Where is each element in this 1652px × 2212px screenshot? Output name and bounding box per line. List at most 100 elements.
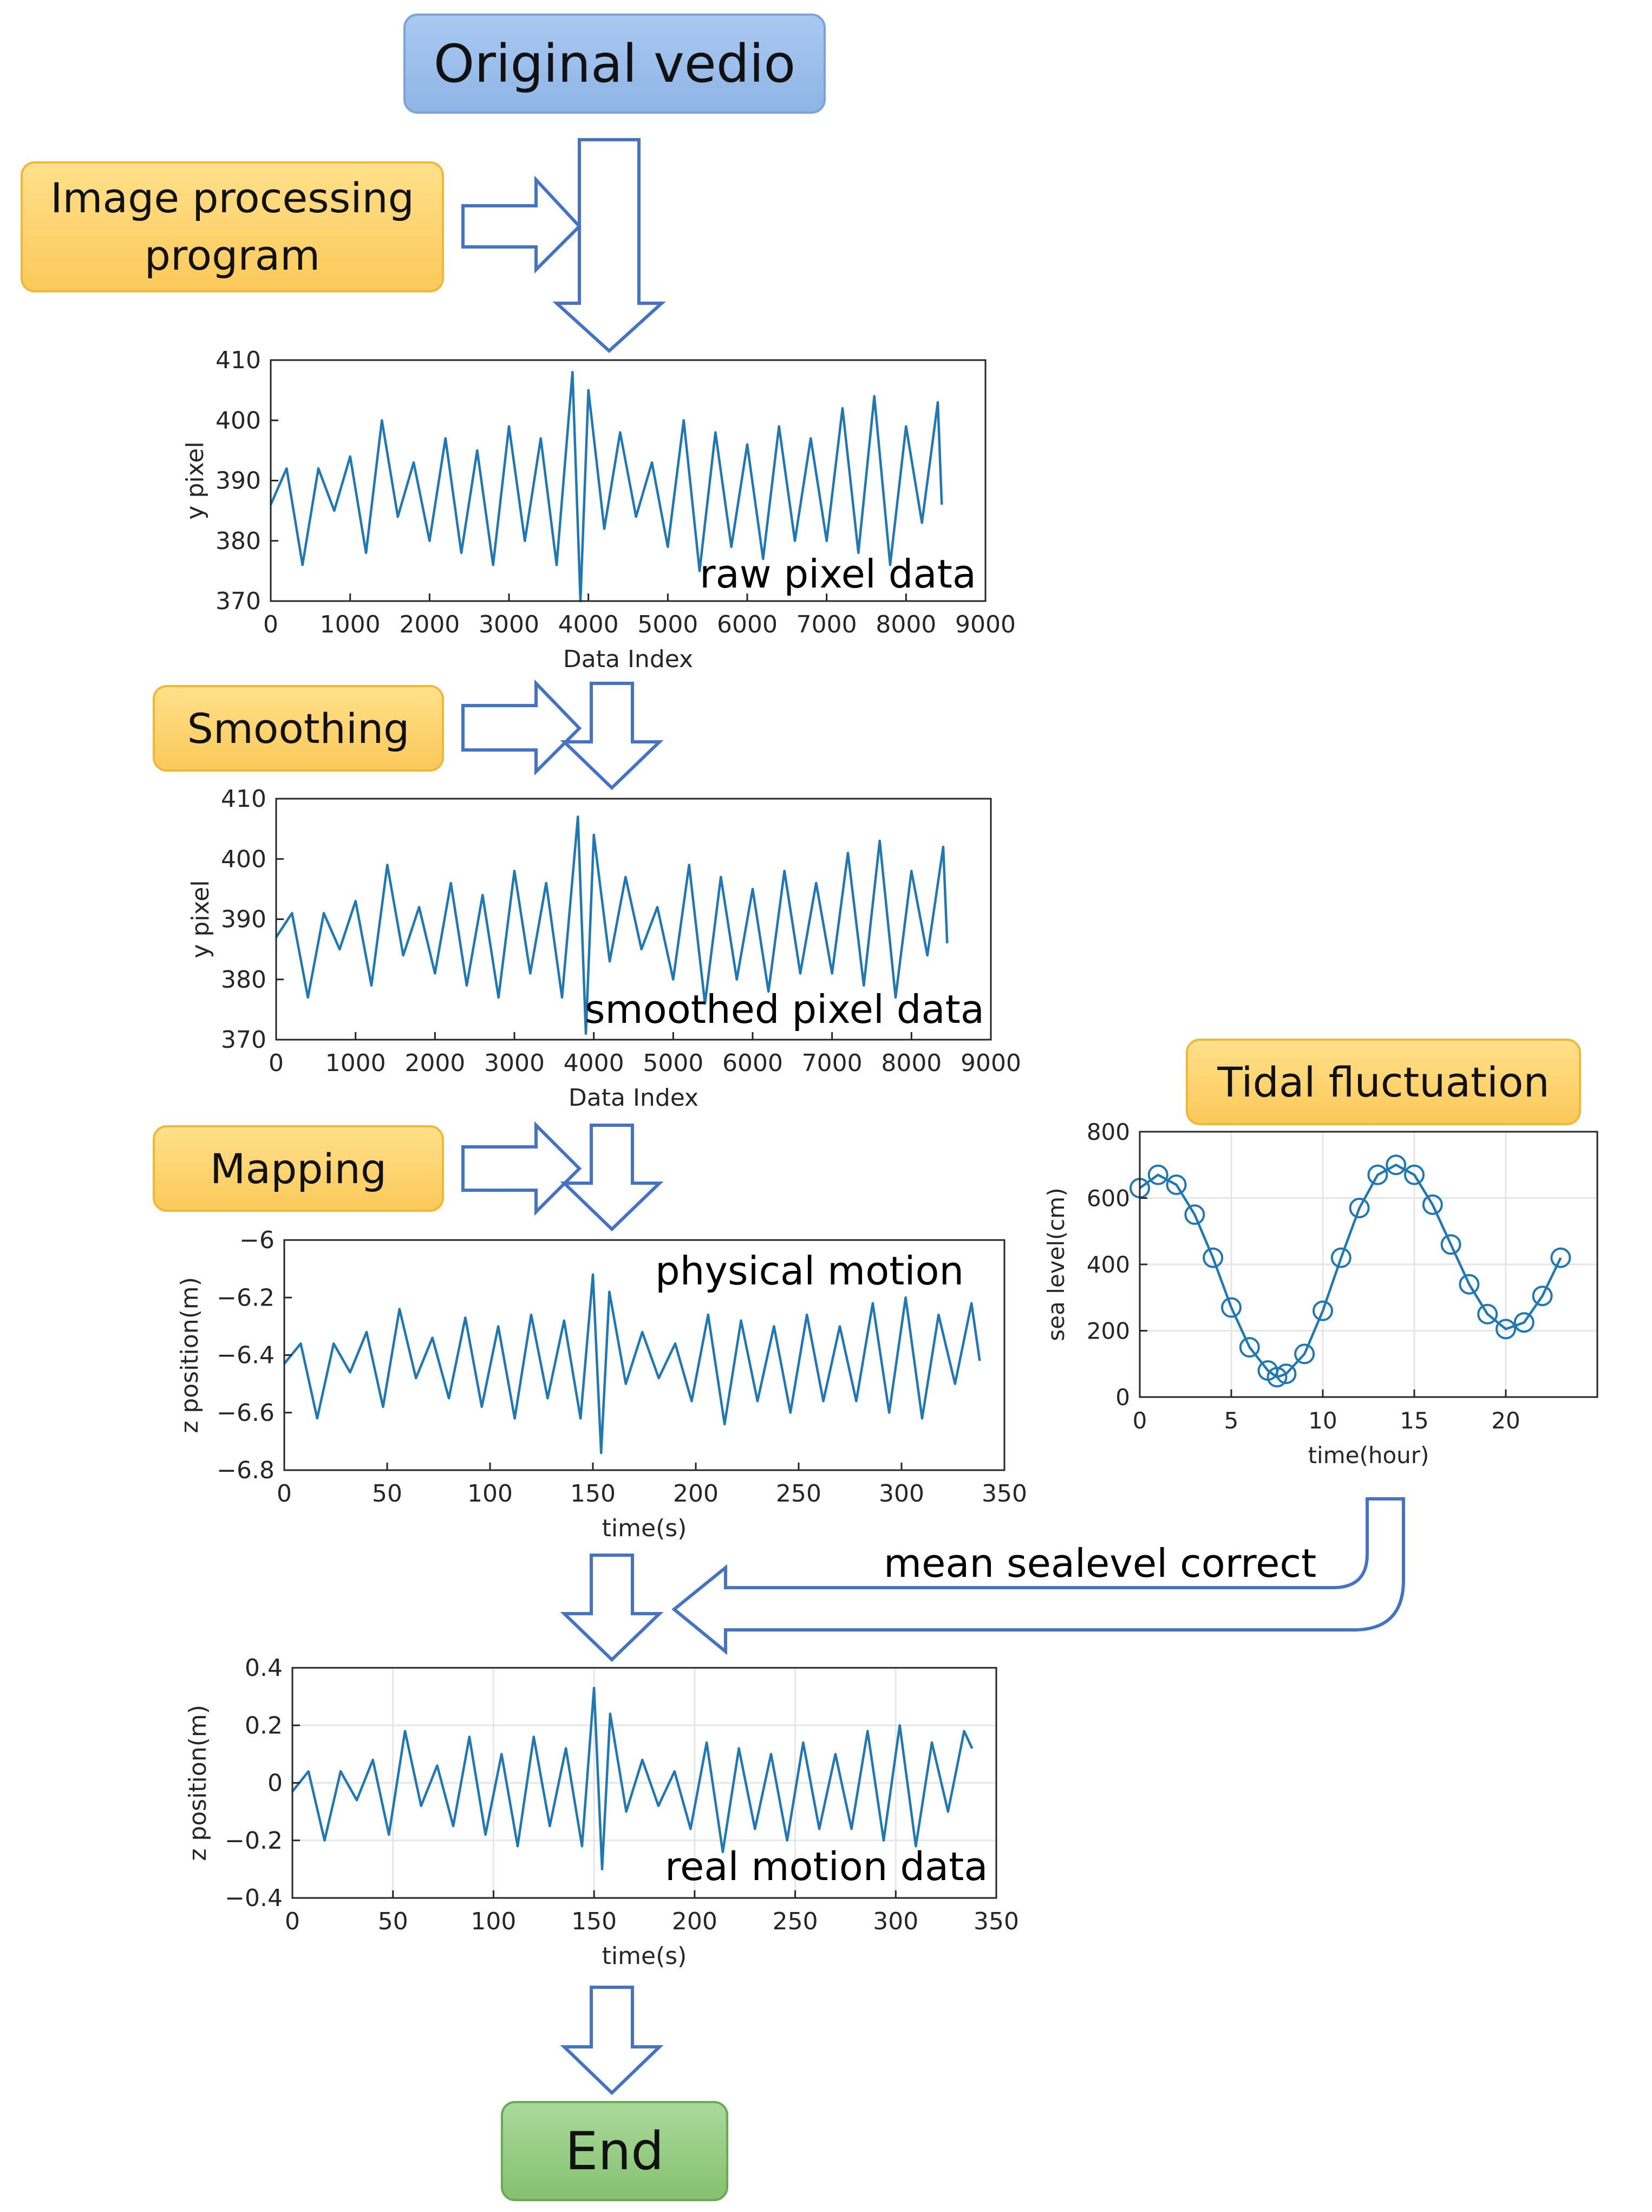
data-point [1513, 1312, 1535, 1333]
y-tick-label: −0.4 [225, 1884, 283, 1912]
data-point [1422, 1194, 1443, 1215]
x-tick-label: 8000 [881, 1049, 942, 1077]
down-arrow-3 [560, 1124, 664, 1232]
y-tick-label: −6.8 [217, 1457, 275, 1484]
physical-motion-label: physical motion [655, 1248, 964, 1294]
y-tick-label: 410 [216, 347, 261, 374]
y-tick-label: 410 [221, 785, 266, 813]
right-arrow-smoothing [461, 679, 582, 776]
y-tick-label: −6.4 [217, 1342, 275, 1369]
x-tick-label: 0 [1133, 1407, 1147, 1434]
x-axis-label: time(s) [602, 1515, 687, 1542]
y-tick-label: 380 [216, 527, 261, 555]
smoothed-pixel-data-label: smoothed pixel data [585, 987, 984, 1032]
x-tick-label: 10 [1308, 1407, 1337, 1434]
data-point [1349, 1197, 1370, 1218]
x-tick-label: 0 [285, 1908, 300, 1935]
x-tick-label: 2000 [399, 611, 460, 638]
data-point [1294, 1343, 1315, 1365]
x-tick-label: 6000 [722, 1049, 783, 1077]
data-point [1459, 1274, 1480, 1295]
x-axis-label: Data Index [569, 1084, 698, 1112]
data-point [1166, 1174, 1187, 1195]
data-point [1440, 1234, 1461, 1255]
x-tick-label: 50 [378, 1908, 408, 1935]
x-tick-label: 20 [1491, 1407, 1520, 1434]
series-line [291, 1686, 974, 1871]
real-motion-data-label: real motion data [665, 1844, 988, 1889]
right-arrow-image-processing [461, 175, 582, 274]
y-axis-label: y pixel [187, 880, 214, 958]
x-tick-label: 200 [673, 1480, 719, 1508]
x-axis-label: time(s) [602, 1942, 687, 1970]
y-tick-label: 390 [221, 906, 266, 934]
data-point [1203, 1247, 1224, 1268]
x-tick-label: 7000 [802, 1049, 863, 1077]
x-tick-label: 9000 [955, 611, 1016, 638]
x-tick-label: 6000 [717, 611, 778, 638]
x-tick-label: 8000 [876, 611, 936, 638]
y-tick-label: −6.2 [217, 1284, 275, 1311]
y-tick-label: −0.2 [225, 1827, 283, 1855]
data-point [1496, 1319, 1516, 1340]
x-tick-label: 200 [672, 1908, 717, 1935]
x-tick-label: 300 [879, 1480, 924, 1508]
down-arrow-5 [560, 1986, 664, 2096]
series-line [275, 815, 949, 1035]
x-tick-label: 50 [372, 1480, 402, 1508]
series-line [1139, 1164, 1562, 1379]
data-point [1313, 1300, 1333, 1321]
x-tick-label: 5000 [643, 1049, 703, 1077]
down-arrow-1 [552, 138, 666, 354]
y-tick-label: 200 [1087, 1318, 1130, 1345]
data-point [1221, 1297, 1242, 1318]
data-point [1276, 1363, 1297, 1385]
x-tick-label: 4000 [558, 611, 619, 638]
x-tick-label: 5 [1224, 1407, 1239, 1434]
data-point [1386, 1154, 1407, 1176]
down-arrow-2 [560, 682, 664, 791]
y-tick-label: 800 [1087, 1119, 1130, 1145]
smoothed-pixel-chart: 0 1000 2000 3000 4000 5000 6000 7000 8000 9000 370… [187, 785, 1021, 1112]
x-tick-label: 150 [571, 1908, 617, 1935]
mapping-box: Mapping [153, 1125, 444, 1212]
x-tick-label: 0 [263, 611, 278, 638]
y-tick-label: 390 [216, 467, 261, 495]
end-box: End [501, 2101, 728, 2201]
y-axis-label: y pixel [181, 441, 209, 519]
x-tick-label: 7000 [796, 611, 857, 638]
data-point [1330, 1247, 1351, 1268]
sealevel-correction-arrow [671, 1497, 1405, 1655]
mean-sealevel-correct-label: mean sealevel correct [884, 1541, 1317, 1586]
data-point [1266, 1367, 1288, 1388]
x-tick-label: 2000 [404, 1049, 465, 1077]
data-point [1404, 1164, 1425, 1185]
x-tick-label: 300 [873, 1908, 918, 1935]
y-tick-label: 600 [1087, 1185, 1130, 1212]
x-axis-label: Data Index [563, 645, 693, 673]
y-tick-label: 370 [221, 1026, 266, 1054]
x-tick-label: 350 [982, 1480, 1027, 1508]
y-tick-label: 380 [221, 966, 266, 994]
data-point [1239, 1337, 1260, 1358]
y-tick-label: 0 [267, 1770, 283, 1797]
x-tick-label: 350 [974, 1908, 1019, 1935]
x-tick-label: 3000 [479, 611, 539, 638]
y-tick-label: −6 [239, 1226, 275, 1254]
smoothing-box: Smoothing [153, 685, 444, 772]
y-tick-label: 0.2 [245, 1712, 283, 1739]
x-tick-label: 150 [570, 1480, 616, 1508]
data-point [1184, 1204, 1205, 1225]
x-tick-label: 3000 [484, 1049, 545, 1077]
physical-motion-chart: 0 50 100 150 200 250 300 350 −6.8 −6.6 −6.4 −6.2 −6 t… [176, 1226, 1027, 1542]
x-tick-label: 15 [1400, 1407, 1428, 1434]
data-point [1147, 1164, 1168, 1185]
image-processing-box: Image processing program [21, 161, 444, 292]
series-line [283, 1273, 981, 1454]
down-arrow-4 [560, 1554, 664, 1662]
y-tick-label: 400 [221, 845, 266, 873]
data-point [1532, 1286, 1553, 1307]
raw-pixel-chart: 0 1000 2000 3000 4000 5000 6000 7000 8000 9000 370… [181, 347, 1016, 673]
x-tick-label: 5000 [637, 611, 698, 638]
